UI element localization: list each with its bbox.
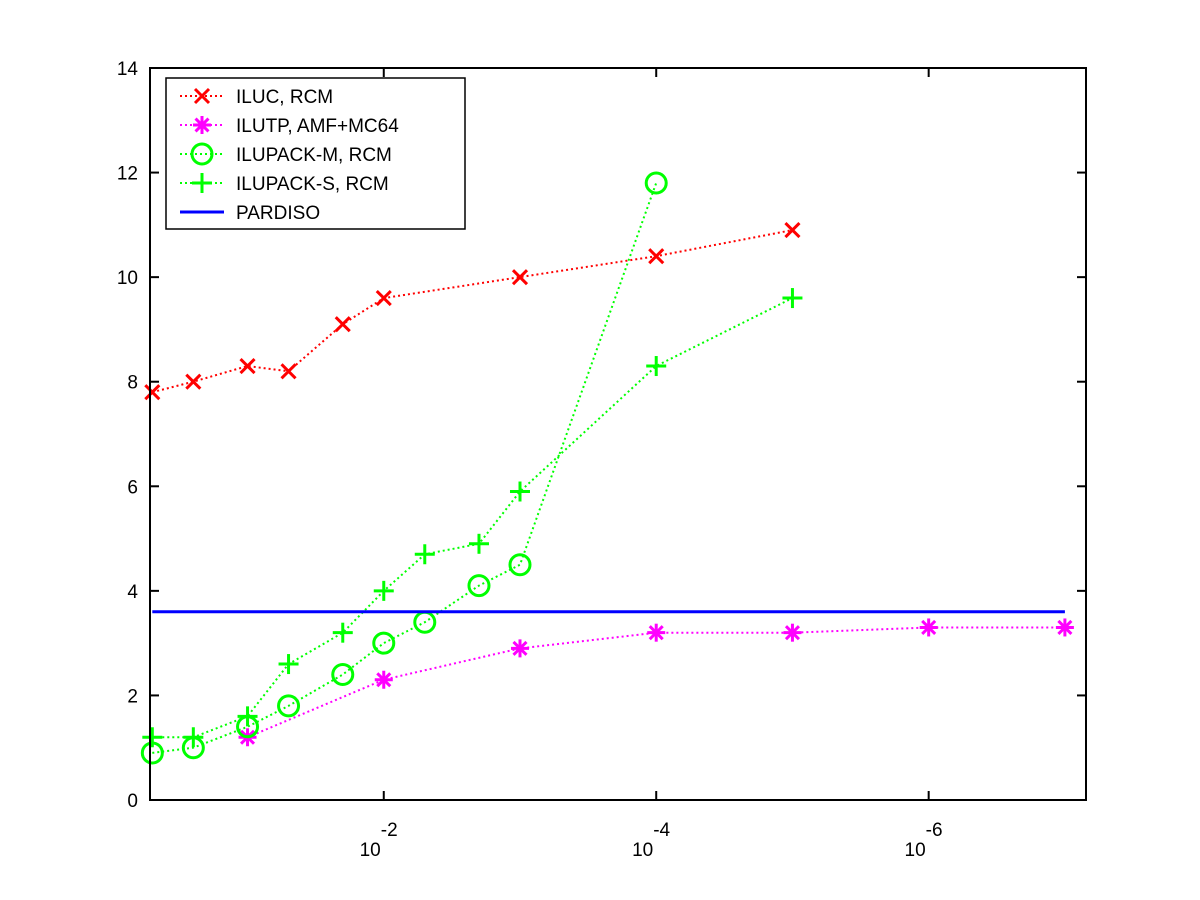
data-point-iluc-rcm — [648, 248, 665, 265]
data-point-ilupack-s-rcm — [468, 533, 489, 554]
legend-marker — [193, 116, 211, 134]
x-tick-label-base: 10 — [360, 840, 381, 861]
data-point-ilutp-amf-mc64 — [374, 670, 393, 689]
y-tick-label: 6 — [127, 477, 138, 498]
x-tick-label-exponent: -4 — [653, 820, 670, 841]
data-point-iluc-rcm — [511, 269, 529, 286]
data-point-ilupack-s-rcm — [278, 654, 299, 675]
legend-label: ILUPACK-M, RCM — [236, 145, 392, 166]
data-point-ilupack-m-rcm — [508, 553, 532, 577]
legend-label: ILUPACK-S, RCM — [236, 174, 389, 195]
legend-entry-iluc-rcm: ILUC, RCM — [180, 87, 333, 108]
legend-marker — [192, 173, 212, 193]
data-point-iluc-rcm — [185, 373, 202, 390]
legend-marker — [190, 142, 214, 166]
series-iluc-rcm — [144, 222, 801, 401]
data-point-ilutp-amf-mc64 — [783, 623, 802, 642]
series-ilupack-s-rcm — [142, 288, 803, 748]
x-tick-label-exponent: -2 — [381, 820, 398, 841]
data-point-ilupack-m-rcm — [331, 663, 355, 687]
data-point-ilupack-s-rcm — [414, 544, 435, 565]
legend: ILUC, RCM ILUTP, AMF+MC64 ILUPACK-M, RCM IL… — [165, 77, 466, 230]
y-tick-label: 4 — [127, 582, 138, 603]
series-layer — [140, 171, 1074, 765]
legend-entry-ilupack-m-rcm: ILUPACK-M, RCM — [180, 142, 392, 166]
data-point-ilutp-amf-mc64 — [510, 639, 529, 658]
data-point-ilutp-amf-mc64 — [647, 623, 666, 642]
legend-entry-ilupack-s-rcm: ILUPACK-S, RCM — [180, 173, 389, 195]
series-ilupack-m-rcm — [140, 171, 668, 765]
data-point-ilupack-s-rcm — [782, 288, 803, 309]
legend-entry-pardiso: PARDISO — [180, 203, 320, 224]
legend-label: ILUC, RCM — [236, 87, 333, 108]
data-point-ilupack-m-rcm — [372, 631, 396, 655]
legend-label: ILUTP, AMF+MC64 — [236, 116, 399, 137]
data-point-iluc-rcm — [239, 357, 256, 375]
data-point-ilupack-m-rcm — [277, 694, 301, 718]
y-tick-label: 2 — [127, 686, 138, 707]
y-tick-label: 12 — [117, 164, 138, 185]
data-point-iluc-rcm — [784, 222, 801, 239]
x-tick-label: 10-6 — [905, 820, 943, 861]
legend-marker — [193, 87, 211, 105]
data-point-iluc-rcm — [334, 316, 351, 333]
data-point-iluc-rcm — [280, 363, 297, 380]
data-point-iluc-rcm — [144, 384, 161, 401]
data-point-ilupack-s-rcm — [373, 580, 394, 601]
legend-entry-ilutp-amf-mc64: ILUTP, AMF+MC64 — [180, 116, 399, 137]
legend-label: PARDISO — [236, 203, 320, 224]
data-point-ilupack-s-rcm — [183, 727, 204, 748]
data-point-iluc-rcm — [375, 289, 392, 307]
data-point-ilupack-s-rcm — [332, 622, 353, 643]
data-point-ilupack-s-rcm — [237, 706, 258, 727]
y-tick-label: 0 — [127, 791, 138, 812]
data-point-ilupack-s-rcm — [646, 356, 667, 377]
y-tick-label: 8 — [127, 373, 138, 394]
y-tick-label: 14 — [117, 59, 139, 80]
x-tick-label-exponent: -6 — [926, 820, 943, 841]
plot-frame — [149, 67, 1087, 801]
data-point-ilutp-amf-mc64 — [919, 618, 938, 637]
x-tick-label: 10-2 — [360, 820, 398, 861]
data-point-ilupack-m-rcm — [644, 171, 668, 195]
data-point-ilupack-m-rcm — [467, 574, 491, 598]
data-point-ilupack-s-rcm — [509, 481, 530, 502]
y-tick-label: 10 — [117, 268, 138, 289]
data-point-ilutp-amf-mc64 — [1055, 618, 1074, 637]
x-tick-label: 10-4 — [632, 820, 670, 861]
x-tick-label-base: 10 — [905, 840, 926, 861]
x-tick-label-base: 10 — [632, 840, 653, 861]
data-point-ilupack-s-rcm — [142, 727, 163, 748]
series-line-ilupack-m-rcm — [152, 182, 658, 754]
